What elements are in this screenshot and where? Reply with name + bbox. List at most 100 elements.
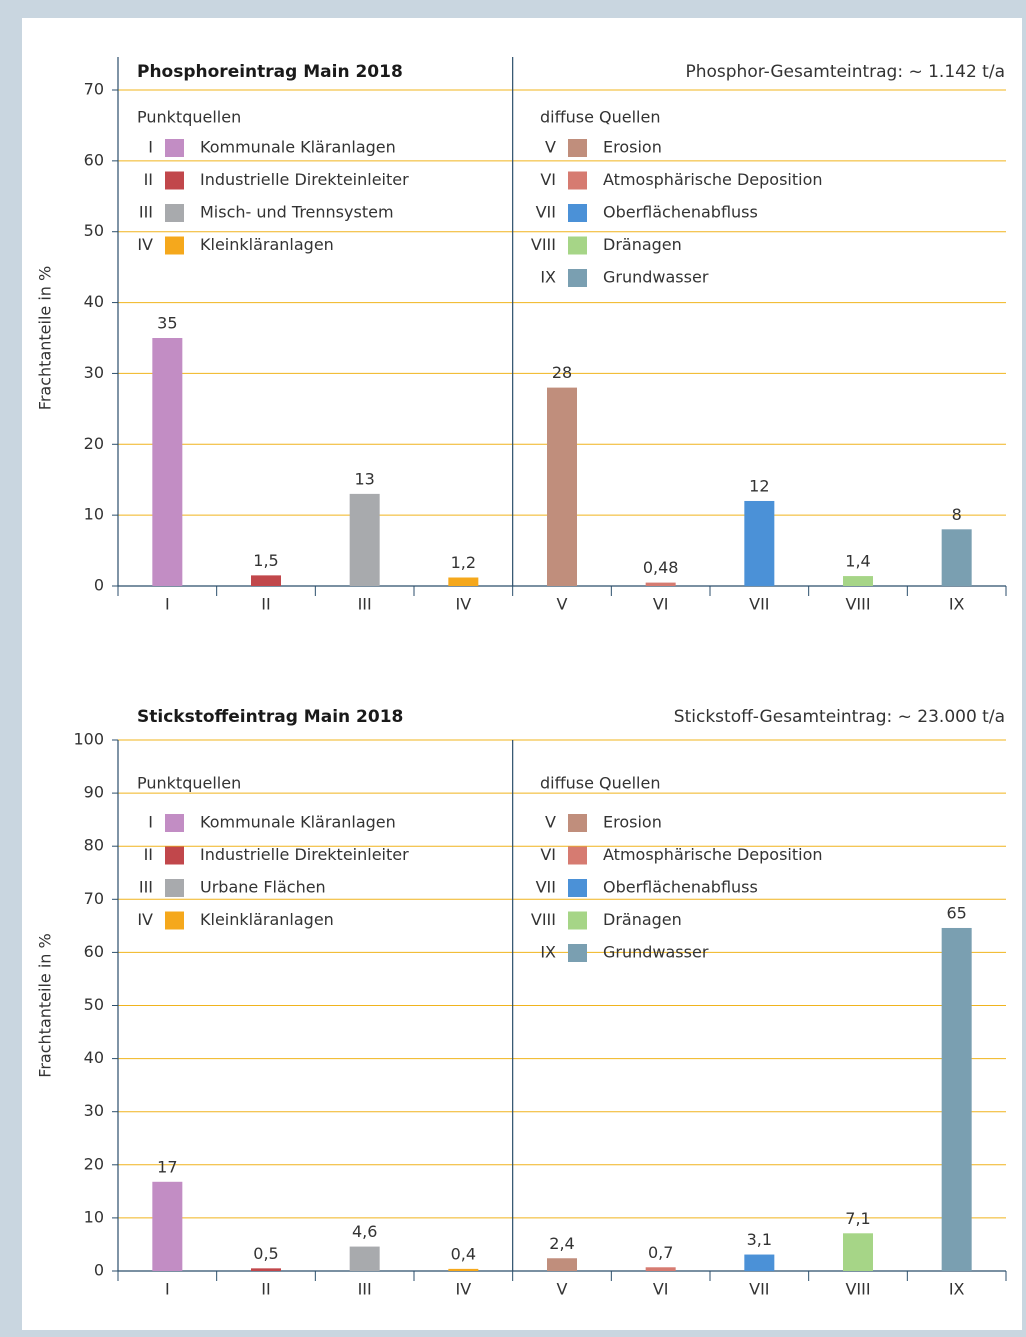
legend-numeral: V	[545, 813, 556, 832]
legend-numeral: II	[144, 170, 153, 189]
y-tick-label: 40	[84, 1048, 104, 1067]
legend-swatch	[165, 236, 184, 255]
legend-numeral: I	[148, 138, 153, 157]
legend-numeral: VIII	[531, 910, 556, 929]
x-tick-label: I	[165, 1280, 170, 1299]
value-label: 3,1	[747, 1230, 772, 1249]
chart-subtitle: Phosphor-Gesamteintrag: ~ 1.142 t/a	[685, 62, 1005, 82]
x-tick-label: III	[358, 1280, 372, 1299]
x-tick-label: VII	[749, 1280, 769, 1299]
legend-label: Erosion	[603, 138, 662, 157]
legend-swatch	[165, 204, 184, 222]
legend-group-title: Punktquellen	[137, 108, 241, 127]
bar	[744, 500, 775, 586]
y-axis-label: Frachtanteile in %	[36, 266, 55, 410]
legend-numeral: IX	[540, 268, 556, 287]
bar	[448, 1268, 479, 1271]
value-label: 0,48	[643, 558, 679, 577]
chart-subtitle: Stickstoff-Gesamteintrag: ~ 23.000 t/a	[674, 707, 1005, 727]
chart-title: Stickstoffeintrag Main 2018	[137, 707, 403, 727]
legend-swatch	[165, 879, 184, 897]
y-tick-label: 10	[84, 505, 104, 524]
y-tick-label: 20	[84, 434, 104, 453]
legend-label: Industrielle Direkteinleiter	[200, 845, 409, 864]
y-tick-label: 90	[84, 783, 104, 802]
value-label: 2,4	[549, 1234, 574, 1253]
legend-label: Atmosphärische Deposition	[603, 170, 823, 189]
x-tick-label: VI	[653, 1280, 669, 1299]
legend-numeral: III	[139, 878, 153, 897]
bar	[941, 927, 972, 1271]
legend-swatch	[568, 139, 587, 157]
legend-label: Atmosphärische Deposition	[603, 845, 823, 864]
legend-label: Grundwasser	[603, 268, 709, 287]
value-label: 7,1	[845, 1209, 870, 1228]
y-tick-label: 50	[84, 995, 104, 1014]
x-tick-label: II	[261, 1280, 270, 1299]
y-tick-label: 30	[84, 1101, 104, 1120]
x-tick-label: IV	[455, 1280, 471, 1299]
bar	[941, 529, 972, 586]
legend-swatch	[568, 171, 587, 190]
x-tick-label: III	[358, 595, 372, 614]
legend-swatch	[165, 814, 184, 832]
value-label: 12	[749, 476, 769, 495]
legend-swatch	[165, 171, 184, 190]
bar	[645, 582, 676, 586]
legend-numeral: VIII	[531, 235, 556, 254]
value-label: 65	[946, 903, 966, 922]
y-tick-label: 40	[84, 292, 104, 311]
value-label: 17	[157, 1157, 177, 1176]
legend-swatch	[568, 911, 587, 930]
legend-label: Oberflächenabfluss	[603, 878, 758, 897]
legend-label: Erosion	[603, 813, 662, 832]
legend-numeral: VII	[536, 878, 556, 897]
value-label: 0,7	[648, 1243, 673, 1262]
legend-label: Urbane Flächen	[200, 878, 326, 897]
legend-label: Dränagen	[603, 910, 682, 929]
y-tick-label: 70	[84, 889, 104, 908]
value-label: 1,2	[451, 553, 476, 572]
legend-label: Industrielle Direkteinleiter	[200, 170, 409, 189]
legend-numeral: IX	[540, 943, 556, 962]
chart-title: Phosphoreintrag Main 2018	[137, 62, 403, 82]
x-tick-label: I	[165, 595, 170, 614]
x-tick-label: IV	[455, 595, 471, 614]
y-tick-label: 60	[84, 150, 104, 169]
value-label: 35	[157, 314, 177, 333]
legend-numeral: VI	[540, 170, 556, 189]
legend-label: Kommunale Kläranlagen	[200, 138, 396, 157]
value-label: 4,6	[352, 1222, 377, 1241]
legend-numeral: III	[139, 203, 153, 222]
bar	[448, 577, 479, 586]
y-tick-label: 0	[94, 576, 104, 595]
legend-numeral: IV	[137, 235, 153, 254]
value-label: 1,5	[253, 551, 278, 570]
legend-swatch	[568, 846, 587, 865]
legend-numeral: I	[148, 813, 153, 832]
bar	[349, 493, 380, 586]
x-tick-label: IX	[949, 595, 965, 614]
y-tick-label: 60	[84, 942, 104, 961]
legend-swatch	[165, 911, 184, 930]
y-tick-label: 0	[94, 1261, 104, 1280]
legend-numeral: IV	[137, 910, 153, 929]
bar	[645, 1267, 676, 1271]
y-tick-label: 10	[84, 1207, 104, 1226]
y-tick-label: 100	[73, 730, 104, 749]
legend-label: Dränagen	[603, 235, 682, 254]
x-tick-label: II	[261, 595, 270, 614]
x-tick-label: V	[557, 595, 568, 614]
legend-swatch	[165, 846, 184, 865]
bar	[843, 576, 873, 586]
x-tick-label: VII	[749, 595, 769, 614]
x-tick-label: V	[557, 1280, 568, 1299]
legend-swatch	[568, 204, 587, 222]
legend-swatch	[568, 814, 587, 832]
legend-swatch	[165, 139, 184, 157]
value-label: 1,4	[845, 552, 870, 571]
bar	[251, 1268, 281, 1271]
y-tick-label: 20	[84, 1154, 104, 1173]
